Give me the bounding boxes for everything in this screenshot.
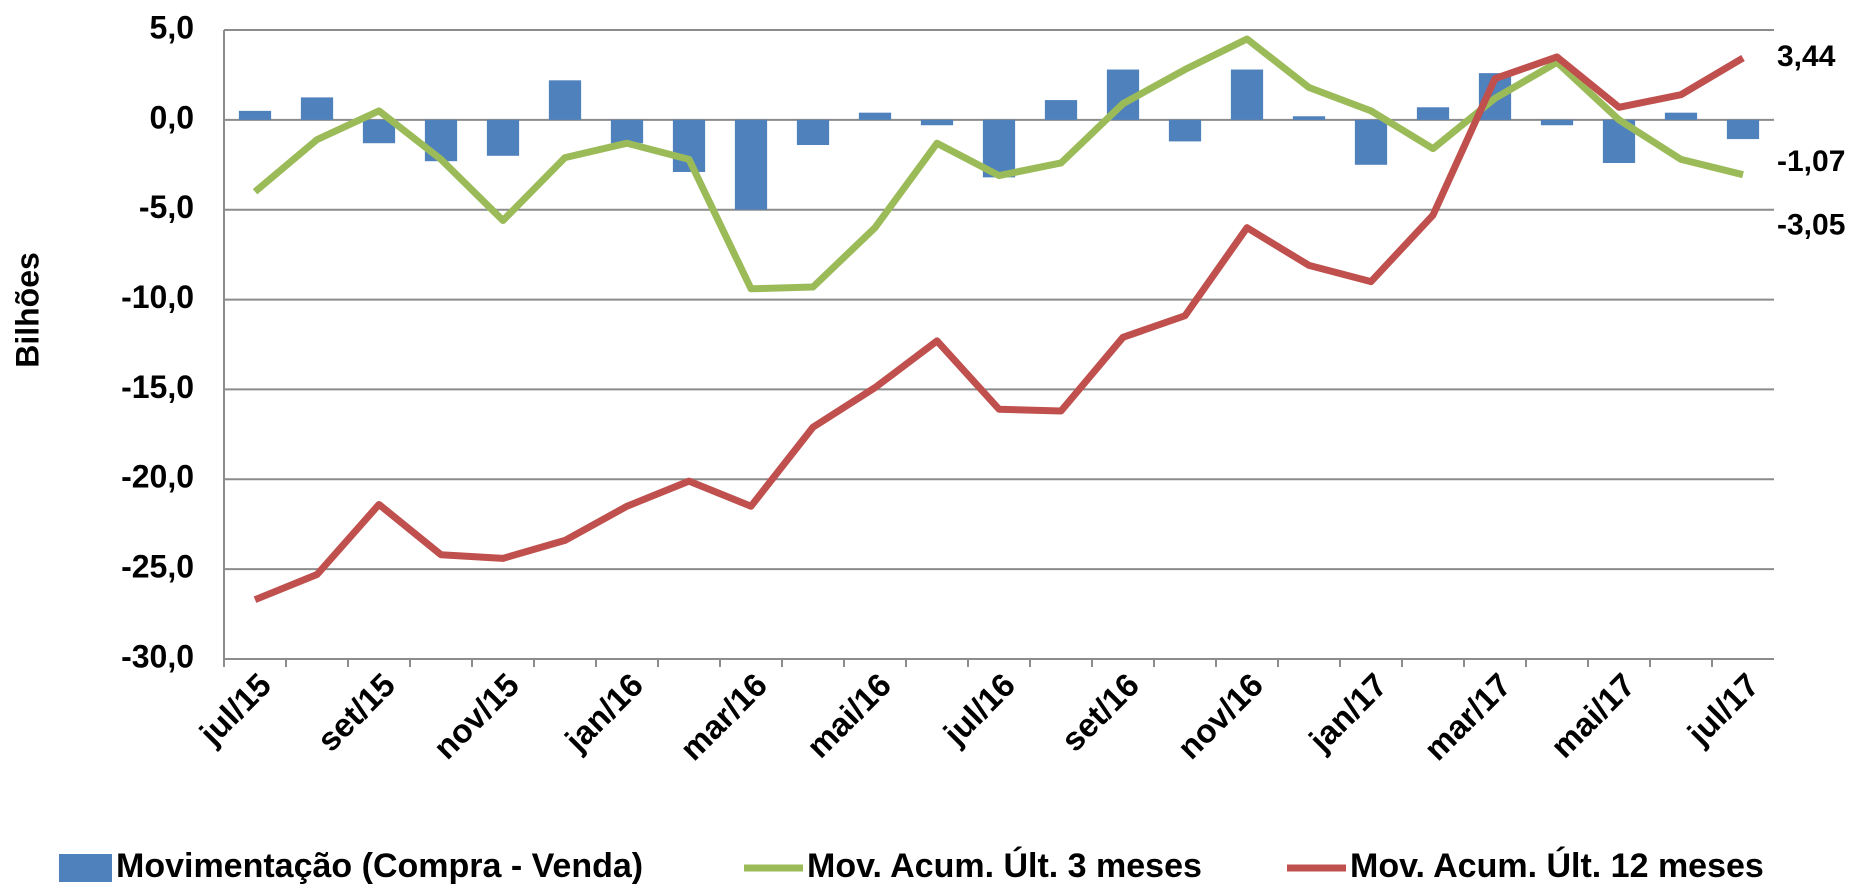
bar [362, 119, 396, 144]
y-tick-label: 0,0 [150, 99, 194, 135]
bar [1416, 107, 1450, 120]
x-tick-label: jan/17 [1301, 666, 1394, 759]
x-tick-label: mai/16 [799, 666, 898, 765]
legend-label: Mov. Acum. Últ. 12 meses [1350, 847, 1764, 885]
y-tick-label: 5,0 [150, 9, 194, 45]
value-label: -1,07 [1777, 145, 1845, 178]
bar [548, 80, 582, 120]
bar [238, 110, 272, 120]
x-tick-label: jul/16 [936, 666, 1023, 753]
bar [1230, 69, 1264, 120]
bar [796, 119, 830, 146]
bar [1664, 112, 1698, 120]
x-tick-label: mar/17 [1417, 666, 1518, 767]
bar [610, 119, 644, 144]
x-tick-label: nov/15 [426, 666, 526, 766]
bar [1168, 119, 1202, 142]
value-label: -3,05 [1777, 209, 1845, 242]
legend-label: Movimentação (Compra - Venda) [116, 847, 643, 885]
bar [1044, 100, 1078, 120]
y-tick-label: -15,0 [121, 369, 194, 405]
x-tick-label: mai/17 [1543, 666, 1642, 765]
bar [1726, 119, 1760, 140]
legend-label: Mov. Acum. Últ. 3 meses [807, 847, 1202, 885]
line [252, 35, 1744, 293]
x-tick-label: nov/16 [1170, 666, 1270, 766]
y-tick-label: -5,0 [139, 189, 194, 225]
x-tick-label: jul/15 [192, 666, 279, 753]
x-tick-label: set/16 [1054, 666, 1146, 758]
bar [734, 119, 768, 210]
value-label: 3,44 [1777, 40, 1836, 73]
bar [920, 119, 954, 126]
y-tick-label: -30,0 [121, 638, 194, 674]
bar [858, 112, 892, 120]
bar [1540, 119, 1574, 126]
x-tick-label: set/15 [310, 666, 402, 758]
x-tick-label: jan/16 [557, 666, 650, 759]
x-tick-label: mar/16 [673, 666, 774, 767]
line [253, 53, 1745, 603]
y-tick-label: -20,0 [121, 459, 194, 495]
y-axis-label: Bilhões [9, 252, 45, 368]
legend-swatch [59, 854, 112, 882]
y-tick-label: -10,0 [121, 279, 194, 315]
bar [300, 97, 334, 120]
bar [1292, 116, 1326, 120]
bar [1354, 119, 1388, 165]
x-tick-label: jul/17 [1680, 666, 1767, 753]
bar [486, 119, 520, 156]
y-tick-label: -25,0 [121, 549, 194, 585]
